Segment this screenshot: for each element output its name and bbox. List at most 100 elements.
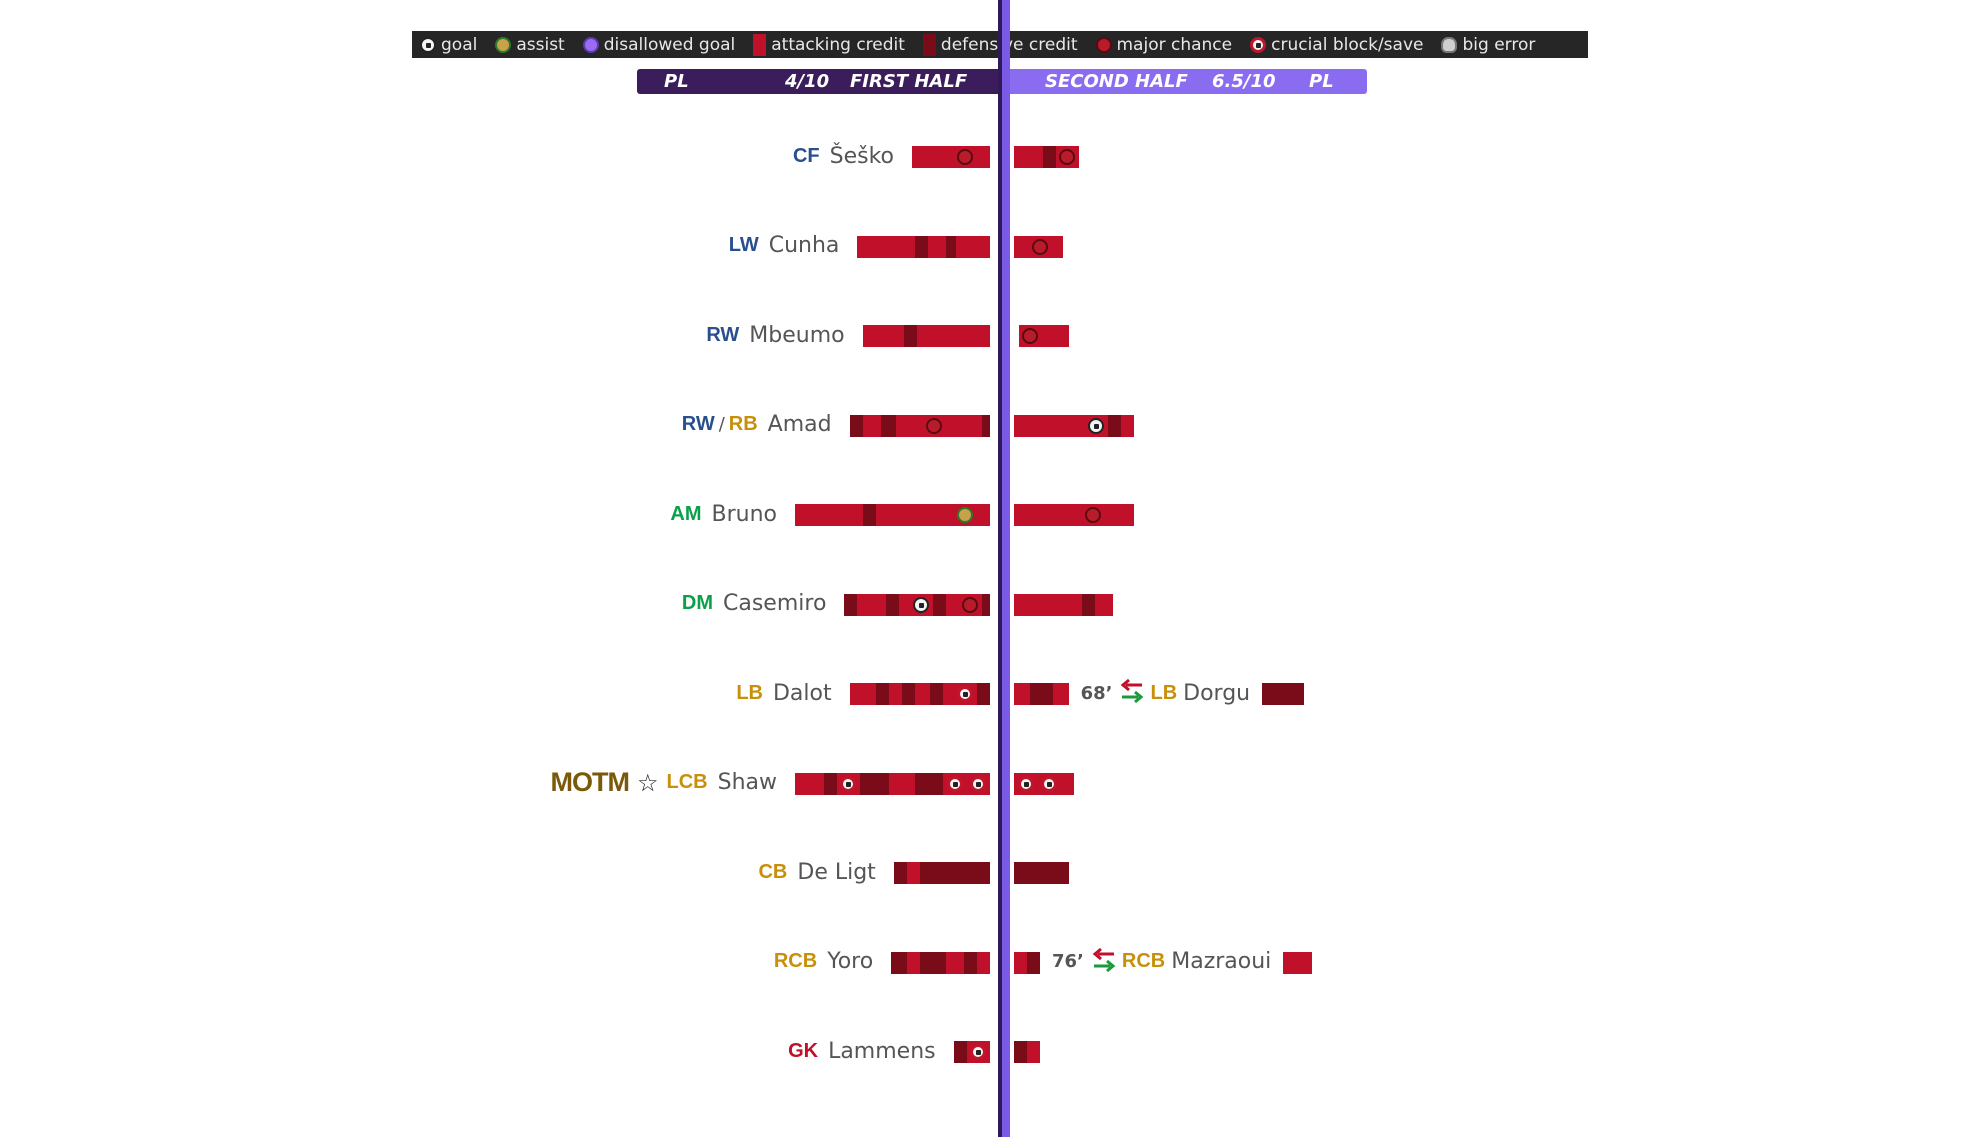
attacking-credit-bar [922,414,946,437]
attacking-credit-bar [976,951,990,974]
second-half-bars [1014,772,1074,795]
legend-item: attacking credit [753,33,905,56]
second-half-bars [1014,1041,1040,1063]
legend-label: crucial block/save [1271,34,1424,55]
defensive-credit-bar [844,593,858,616]
player-name: Yoro [827,949,874,974]
attacking-credit-bar [966,772,990,795]
crucial-block-icon [946,775,963,792]
attacking-credit-bar [1014,683,1030,705]
substitution: 76’ RCB Mazraoui [1052,942,1312,982]
attacking-credit-bar [849,683,876,705]
defensive-credit-bar [1027,951,1040,974]
crucial-block-icon [1041,775,1058,792]
first-half-bars [953,1041,990,1063]
attacking-credit-bar [917,325,990,347]
defensive-credit-bar [891,951,907,974]
player-name: Casemiro [723,591,827,616]
second-half-competition: PL [1309,71,1334,92]
disallowed-goal-icon [582,36,599,53]
second-half-rating: 6.5/10 [1212,71,1276,92]
first-half-competition: PL [664,71,689,92]
player-row: GK Lammens [0,1031,1984,1071]
half-time-divider [998,0,1010,1137]
attacking-credit-bar [857,235,915,258]
first-half-bars [849,414,990,437]
second-half-bars [1014,235,1064,258]
defensive-credit-bar [1014,1041,1027,1063]
defensive-credit-bar [1042,146,1056,168]
player-name: Shaw [717,770,777,795]
defensive-credit-bar [932,593,946,616]
attacking-credit-bar [1081,504,1105,526]
player-name: Amad [767,412,832,437]
substitute-bars [1283,951,1312,974]
sub-minute: 76’ [1052,951,1084,972]
attacking-credit-bar [1084,414,1108,437]
legend-item: goal [420,35,477,55]
first-half-bars [795,504,990,526]
attacking-credit-bar [1029,235,1051,258]
attacking-credit-bar [1050,235,1064,258]
player-row: MOTM ☆ LCB Shaw [0,763,1984,803]
attacking-credit-bar [943,683,954,705]
position-separator: / [718,414,725,435]
player-name: De Ligt [797,859,876,885]
first-half-bars [891,951,990,974]
skull-icon [1441,36,1458,53]
player-name: Mbeumo [749,322,845,348]
attacking-credit-bar [943,772,967,795]
first-half-bars [857,235,990,258]
attacking-credit-bar [1014,235,1030,258]
defensive-credit-bar [982,593,990,616]
attacking-credit-bar [953,683,977,705]
player-row: CB De Ligt [0,852,1984,892]
attacking-credit-bar [1060,772,1074,795]
player-row: CF Šeško [0,136,1984,176]
attacking-credit-bar [906,951,920,974]
attacking-credit-bar [912,146,954,168]
attacking-credit-bar [945,593,959,616]
attacking-credit-bar [958,593,983,616]
assist-icon [495,36,512,53]
player-label: LW Cunha [729,226,840,266]
defensive-credit-bar [885,593,899,616]
goal-icon [420,36,436,53]
crucial-block-icon [1250,36,1267,53]
player-label: LB Dalot [736,673,831,713]
player-position: AM [670,502,702,525]
defensive-credit-bar [930,683,944,705]
defensive-credit-bar [1014,862,1069,884]
defensive-credit-bar [945,235,957,258]
first-half-bars [862,325,990,347]
legend-item: assist [495,35,565,55]
attacking-credit-bar [836,772,860,795]
substitution: 68’ LB Dorgu [1081,673,1304,713]
player-row: LW Cunha [0,226,1984,266]
first-half-bars [849,683,990,705]
player-name: Lammens [828,1038,936,1064]
attacking-credit-bar [953,146,977,168]
major-chance-icon [1085,507,1102,523]
major-chance-icon [1059,149,1076,165]
legend-label: attacking credit [771,34,905,55]
attacking-credit-bar [906,862,920,884]
legend-label: disallowed goal [603,34,736,55]
attacking-credit-bar [862,325,905,347]
player-position: CB [758,860,788,883]
player-label: AM Bruno [670,494,777,534]
defensive-credit-bar [1262,683,1304,705]
second-half-bars [1014,146,1079,168]
major-chance-icon [957,149,974,165]
player-row: LB Dalot 68’ LB Dorgu [0,673,1984,713]
attacking-credit-swatch [753,33,767,56]
attacking-credit-bar [862,414,881,437]
first-half-header: PL 4/10 FIRST HALF [637,69,1000,94]
defensive-credit-bar [914,235,928,258]
attacking-credit-bar [1052,683,1069,705]
legend-item: big error [1441,35,1535,55]
crucial-block-icon [970,775,987,792]
goal-icon [1087,417,1104,434]
attacking-credit-bar [914,683,931,705]
attacking-credit-bar [976,504,990,526]
